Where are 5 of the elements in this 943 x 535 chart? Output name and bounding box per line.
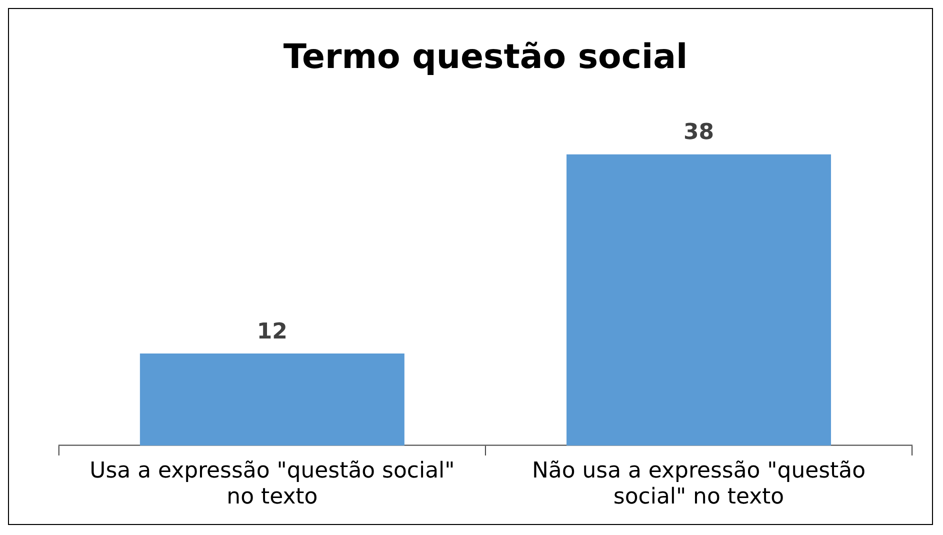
chart-title: Termo questão social [283,37,688,76]
data-label: 38 [683,120,714,146]
data-label: 12 [256,319,288,344]
x-tick-label: Usa a expressão "questão social" no texto [90,458,455,510]
x-tick-label: Não usa a expressão "questão social" no texto [532,458,866,510]
